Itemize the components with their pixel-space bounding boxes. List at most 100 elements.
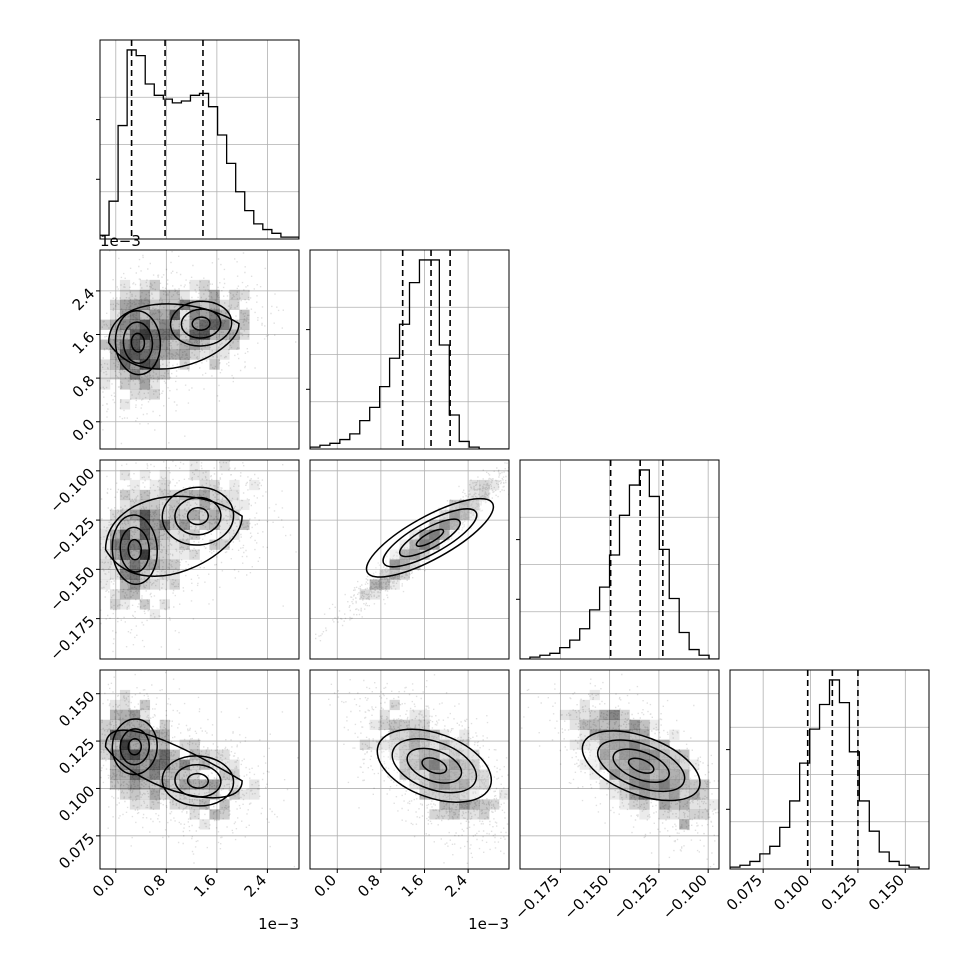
density-cell [149, 489, 160, 501]
density-cell [169, 289, 180, 301]
density-cell [119, 519, 131, 530]
x-ticks-p2: −0.175−0.150−0.125−0.100 [511, 869, 711, 923]
density-cell [109, 779, 121, 790]
density-cell [589, 719, 600, 730]
density-cell [209, 349, 220, 360]
density-cell [229, 779, 240, 790]
density-cell [129, 789, 141, 800]
density-cell [609, 789, 620, 800]
density-cell [149, 339, 160, 350]
density-cell [459, 749, 470, 760]
density-cell [129, 499, 141, 511]
density-cell [699, 809, 710, 820]
density-cell [189, 769, 200, 780]
contour-line [421, 757, 448, 775]
density-panel-p1-p3 [310, 670, 509, 869]
density-cell [189, 509, 200, 520]
density-cell [169, 559, 180, 570]
x-tick-label: 0.0 [310, 871, 340, 901]
x-tick-label: −0.175 [511, 871, 563, 923]
density-cell [639, 799, 650, 810]
density-cell [619, 799, 630, 810]
density-cell [169, 549, 180, 560]
density-cell [489, 799, 500, 810]
sample-points [100, 670, 299, 868]
density-cell [199, 479, 210, 491]
density-cell [589, 709, 600, 721]
density-cell [109, 769, 121, 780]
density-cell [209, 519, 220, 530]
density-cell [409, 749, 420, 760]
density-cell [109, 539, 121, 550]
density-cell [359, 589, 370, 600]
density-cell [119, 509, 131, 520]
y-tick-label: 0.100 [55, 782, 98, 825]
density-cell [119, 399, 131, 410]
density-cell [159, 359, 170, 370]
contour-line [119, 728, 150, 766]
density-cell [169, 779, 180, 790]
density-cell [599, 739, 610, 750]
density-cell [100, 559, 111, 570]
density-cell [469, 759, 480, 770]
density-cell [109, 349, 121, 360]
density-cell [179, 499, 190, 511]
density-cell [119, 369, 131, 380]
density-cell [629, 749, 640, 760]
density-cell [479, 799, 490, 810]
contour-line [130, 332, 146, 353]
density-cell [169, 539, 180, 550]
density-cell [169, 519, 180, 530]
density-cell [379, 719, 390, 730]
density-cell [159, 759, 170, 770]
density-cell [249, 779, 260, 790]
hist-panel-p2 [516, 459, 720, 660]
density-cell [389, 699, 400, 711]
contour-line [398, 518, 461, 558]
density-cell [169, 309, 180, 320]
density-cell [159, 519, 170, 530]
density-cell [419, 529, 430, 540]
density-cell [129, 389, 141, 400]
density-cell [389, 749, 400, 760]
density-cell [449, 769, 460, 780]
density-cell [649, 759, 660, 770]
density-cell [149, 539, 160, 550]
density-cell [449, 519, 460, 530]
density-cell [579, 719, 590, 730]
density-cell [169, 299, 180, 310]
density-cell [179, 539, 190, 550]
density-cell [469, 769, 480, 780]
density-cell [629, 799, 640, 810]
density-cell [449, 749, 460, 760]
density-cell [129, 489, 141, 501]
density-cell [599, 719, 610, 730]
density-cell [199, 489, 210, 501]
density-cell [109, 309, 121, 320]
density-cell [399, 769, 410, 780]
density-cell [149, 609, 160, 620]
density-cell [169, 339, 180, 350]
density-cell [199, 329, 210, 340]
density-cell [219, 749, 230, 760]
density-cell [249, 479, 260, 491]
x-tick-label: −0.100 [659, 871, 711, 923]
density-cell [619, 769, 630, 780]
density-cell [629, 719, 640, 730]
density-cell [189, 329, 200, 340]
density-cell [649, 719, 660, 730]
contour-line [111, 514, 158, 585]
density-cell [429, 779, 440, 790]
contour-line [406, 747, 463, 784]
density-cell [409, 729, 420, 740]
density-cell [209, 789, 220, 800]
density-cell [109, 329, 121, 340]
density-cell [239, 289, 250, 301]
density-cell [109, 749, 121, 760]
density-cell [389, 719, 400, 730]
density-cell [129, 339, 141, 350]
density-cell [399, 739, 410, 750]
density-cell [619, 779, 630, 790]
contour-line [627, 757, 655, 774]
